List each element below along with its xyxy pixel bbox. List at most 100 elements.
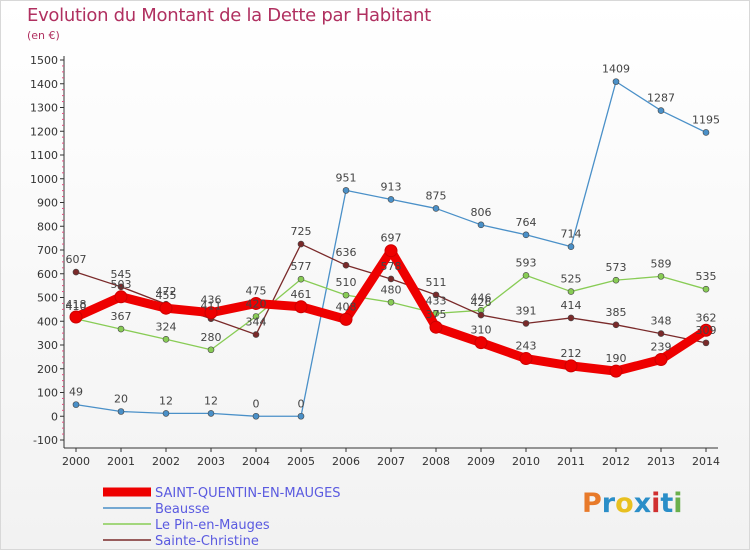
data-label: 385: [606, 306, 627, 319]
series-2-point: [567, 288, 575, 295]
data-label: 324: [156, 320, 177, 333]
data-label: 433: [426, 294, 447, 307]
series-2-point: [657, 273, 665, 280]
data-label: 545: [111, 268, 132, 281]
y-tick-label: 1400: [30, 78, 58, 91]
y-tick-label: 900: [37, 197, 58, 210]
logo-letter: o: [615, 488, 634, 519]
data-label: 806: [471, 206, 492, 219]
x-tick-label: 2014: [692, 455, 720, 468]
series-1-point: [252, 412, 260, 420]
x-tick-label: 2005: [287, 455, 315, 468]
chart-title: Evolution du Montant de la Dette par Hab…: [27, 5, 431, 26]
series-0-point: [519, 352, 533, 366]
y-tick-label: 1000: [30, 173, 58, 186]
y-tick-label: 600: [37, 268, 58, 281]
legend-label-3: Sainte-Christine: [155, 534, 259, 549]
series-0-point: [114, 290, 128, 304]
series-1-point: [387, 196, 395, 203]
series-0-point: [204, 306, 218, 320]
data-label: 411: [201, 300, 222, 313]
data-label: 239: [651, 340, 672, 353]
x-tick-label: 2011: [557, 455, 585, 468]
data-label: 367: [111, 310, 132, 323]
series-lines: [69, 78, 713, 420]
x-tick-label: 2007: [377, 455, 405, 468]
series-1-point: [702, 129, 710, 136]
chart-subtitle: (en €): [27, 29, 60, 42]
series-3-point: [612, 321, 620, 329]
series-0-point: [159, 301, 173, 315]
data-label: 309: [696, 324, 717, 337]
data-label: 420: [246, 298, 267, 311]
data-label: 525: [561, 273, 582, 286]
logo-letter: r: [601, 488, 616, 519]
proxiti-logo: Proxiti: [582, 488, 683, 519]
series-2-point: [162, 335, 170, 343]
data-label: 362: [696, 311, 717, 324]
data-label: 725: [291, 225, 312, 238]
series-0-point: [294, 300, 308, 314]
data-label: 348: [651, 315, 672, 328]
data-label: 243: [516, 340, 537, 353]
series-3-point: [702, 339, 710, 347]
series-3-point: [387, 275, 395, 283]
series-2-point: [522, 272, 530, 279]
data-label: 0: [298, 397, 305, 410]
x-tick-label: 2012: [602, 455, 630, 468]
series-1-point: [297, 412, 305, 420]
series-1-point: [477, 221, 485, 229]
series-0-point: [564, 359, 578, 373]
data-label: 426: [471, 296, 492, 309]
data-label: 578: [381, 260, 402, 273]
data-label: 375: [426, 308, 447, 321]
series-2-point: [387, 298, 395, 306]
legend-label-1: Beausse: [155, 502, 210, 517]
series-3-point: [342, 261, 350, 269]
data-label: 414: [561, 299, 582, 312]
data-label: 20: [114, 393, 128, 406]
data-label: 714: [561, 228, 582, 241]
x-tick-label: 2004: [242, 455, 270, 468]
data-label: 951: [336, 171, 357, 184]
data-label: 461: [291, 288, 312, 301]
series-1-point: [207, 410, 215, 417]
x-tick-label: 2009: [467, 455, 495, 468]
x-tick-label: 2006: [332, 455, 360, 468]
series-2-point: [342, 291, 350, 299]
y-tick-label: 200: [37, 363, 58, 376]
data-label: 593: [516, 256, 537, 269]
series-0-point: [609, 364, 623, 378]
series-2-point: [117, 325, 125, 333]
data-label: 280: [201, 331, 222, 344]
y-tick-label: 800: [37, 220, 58, 233]
data-label: 503: [111, 278, 132, 291]
data-label: 212: [561, 347, 582, 360]
y-tick-label: 400: [37, 315, 58, 328]
data-label: 636: [336, 246, 357, 259]
data-label: 0: [253, 397, 260, 410]
data-label: 1409: [602, 63, 630, 76]
data-label: 535: [696, 270, 717, 283]
y-tick-label: 500: [37, 292, 58, 305]
y-tick-label: 0: [51, 410, 58, 423]
series-3-point: [297, 240, 305, 248]
data-label: 12: [204, 394, 218, 407]
series-3-point: [117, 283, 125, 291]
series-3-point: [252, 331, 260, 338]
data-label: 607: [66, 253, 87, 266]
series-3-point: [477, 311, 485, 319]
x-tick-label: 2000: [62, 455, 90, 468]
data-label: 1287: [647, 92, 675, 105]
data-label: 408: [336, 300, 357, 313]
data-label: 697: [381, 232, 402, 245]
data-label: 436: [201, 294, 222, 307]
data-label: 577: [291, 260, 312, 273]
data-label: 49: [69, 386, 83, 399]
data-label: 190: [606, 352, 627, 365]
x-tick-label: 2002: [152, 455, 180, 468]
data-label: 573: [606, 261, 627, 274]
data-label: 410: [66, 300, 87, 313]
series-1-point: [612, 78, 620, 85]
